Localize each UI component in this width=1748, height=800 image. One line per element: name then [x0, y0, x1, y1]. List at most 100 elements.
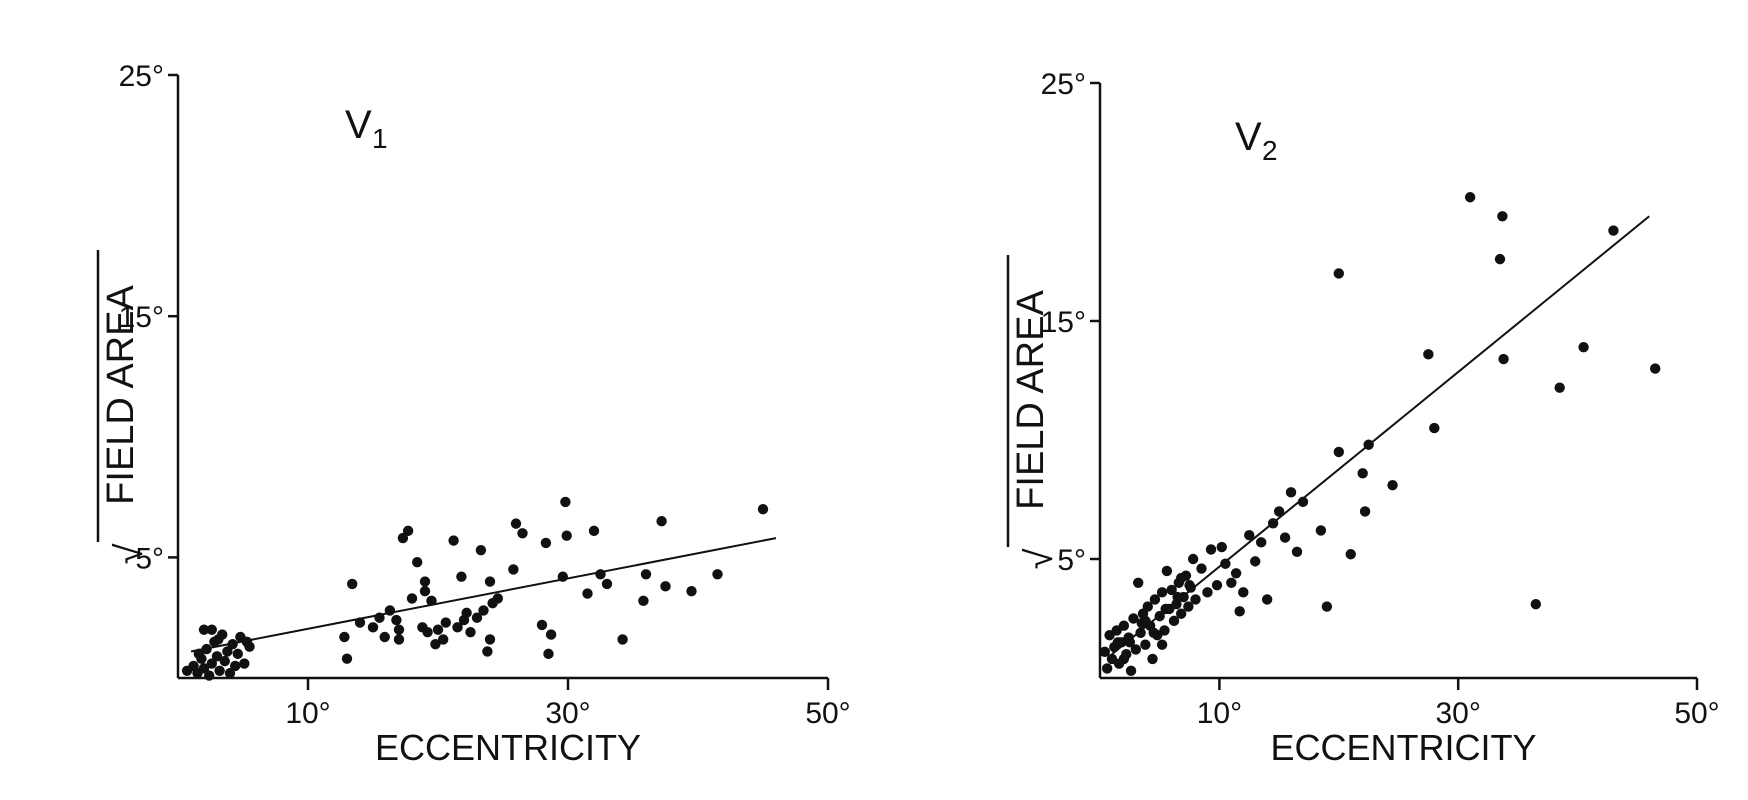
data-point [206, 624, 217, 635]
data-point [588, 525, 600, 537]
chart-title-subscript: 2 [1262, 135, 1278, 166]
data-point [1423, 349, 1434, 360]
data-point [1202, 587, 1213, 598]
x-tick-label: 10° [285, 697, 330, 730]
data-point [545, 629, 557, 640]
data-point [540, 537, 552, 549]
x-tick-label: 30° [1436, 697, 1481, 730]
data-point [1112, 637, 1124, 648]
data-point [1230, 568, 1242, 579]
x-tick-label: 30° [545, 697, 590, 730]
data-point [1279, 532, 1291, 543]
data-point [1267, 518, 1279, 529]
data-point [1333, 446, 1345, 458]
y-axis-label: FIELD AREA [1010, 290, 1052, 510]
data-point [660, 581, 671, 592]
data-point [456, 571, 467, 582]
data-point [1255, 537, 1267, 548]
data-point [432, 624, 444, 635]
data-point [1196, 563, 1207, 574]
y-tick-label: 5° [1057, 544, 1086, 577]
data-point [379, 631, 390, 643]
data-point [1148, 627, 1159, 638]
regression-line [190, 537, 777, 653]
data-point [206, 658, 217, 669]
data-point [508, 564, 519, 575]
data-point [475, 544, 487, 556]
data-point [640, 569, 652, 580]
data-point [536, 619, 548, 631]
data-point [1140, 639, 1151, 650]
data-point [471, 612, 483, 623]
data-point [440, 617, 451, 628]
data-point [1154, 610, 1165, 622]
data-point [656, 516, 667, 527]
data-point [341, 653, 353, 664]
data-point [757, 503, 769, 515]
data-point [1187, 553, 1199, 565]
data-point [241, 636, 253, 648]
data-point [219, 655, 230, 667]
x-tick-label: 50° [805, 697, 850, 730]
data-point [1244, 530, 1255, 541]
data-point [1234, 606, 1245, 617]
data-point [1273, 506, 1285, 517]
chart-panel-v1: 10° 30° 50° 5° 15° 25° ECCENTRICITY FIELD AREA √… [96, 60, 851, 768]
data-point [1315, 525, 1327, 536]
data-point [347, 578, 358, 590]
data-point [1205, 544, 1217, 555]
data-point [560, 496, 571, 508]
data-point [384, 605, 396, 616]
data-point [1118, 620, 1130, 631]
data-point [1125, 665, 1137, 677]
x-tick-label: 10° [1197, 697, 1242, 730]
data-point [543, 648, 554, 660]
data-point [393, 624, 405, 635]
data-point [201, 643, 212, 655]
chart-title-subscript: 1 [372, 123, 388, 154]
data-point [1387, 480, 1398, 491]
data-point [1147, 653, 1158, 665]
data-point [638, 595, 649, 607]
data-point [1166, 584, 1177, 596]
data-point [1156, 639, 1168, 650]
data-point [1190, 594, 1201, 605]
data-point [1175, 572, 1187, 584]
data-point [1140, 615, 1151, 627]
data-point [452, 622, 463, 633]
data-point [617, 634, 628, 645]
data-point [1497, 211, 1508, 222]
data-point [1168, 615, 1180, 627]
data-point [517, 528, 528, 539]
data-point [1554, 382, 1565, 393]
data-point [582, 588, 593, 599]
data-point [198, 663, 210, 674]
data-point [1184, 579, 1195, 591]
data-point [239, 658, 250, 669]
data-point [1261, 594, 1273, 605]
data-point [1133, 577, 1144, 588]
data-point [1099, 646, 1110, 658]
chart-panel-v2: 10° 30° 50° 5° 15° 25° ECCENTRICITY FIELD AREA √… [1006, 68, 1720, 768]
data-point [1321, 601, 1333, 612]
data-point [1128, 613, 1139, 624]
data-point [1149, 594, 1161, 605]
data-point [1429, 422, 1440, 434]
data-point [484, 634, 496, 645]
square-root-symbol: √ [1019, 548, 1061, 569]
y-axis-label: FIELD AREA [100, 285, 142, 505]
data-point [1285, 487, 1297, 498]
data-point [1291, 546, 1303, 558]
data-point [1359, 506, 1371, 517]
data-point [232, 648, 243, 660]
y-tick-label: 15° [119, 301, 164, 334]
data-point [222, 646, 233, 657]
x-tick-label: 50° [1674, 697, 1719, 730]
y-tick-label: 25° [1041, 68, 1086, 101]
data-point [1363, 439, 1374, 450]
data-point [1226, 577, 1237, 588]
data-point [1250, 556, 1261, 567]
data-point [484, 576, 496, 587]
data-point [193, 648, 204, 660]
data-point [224, 667, 236, 679]
